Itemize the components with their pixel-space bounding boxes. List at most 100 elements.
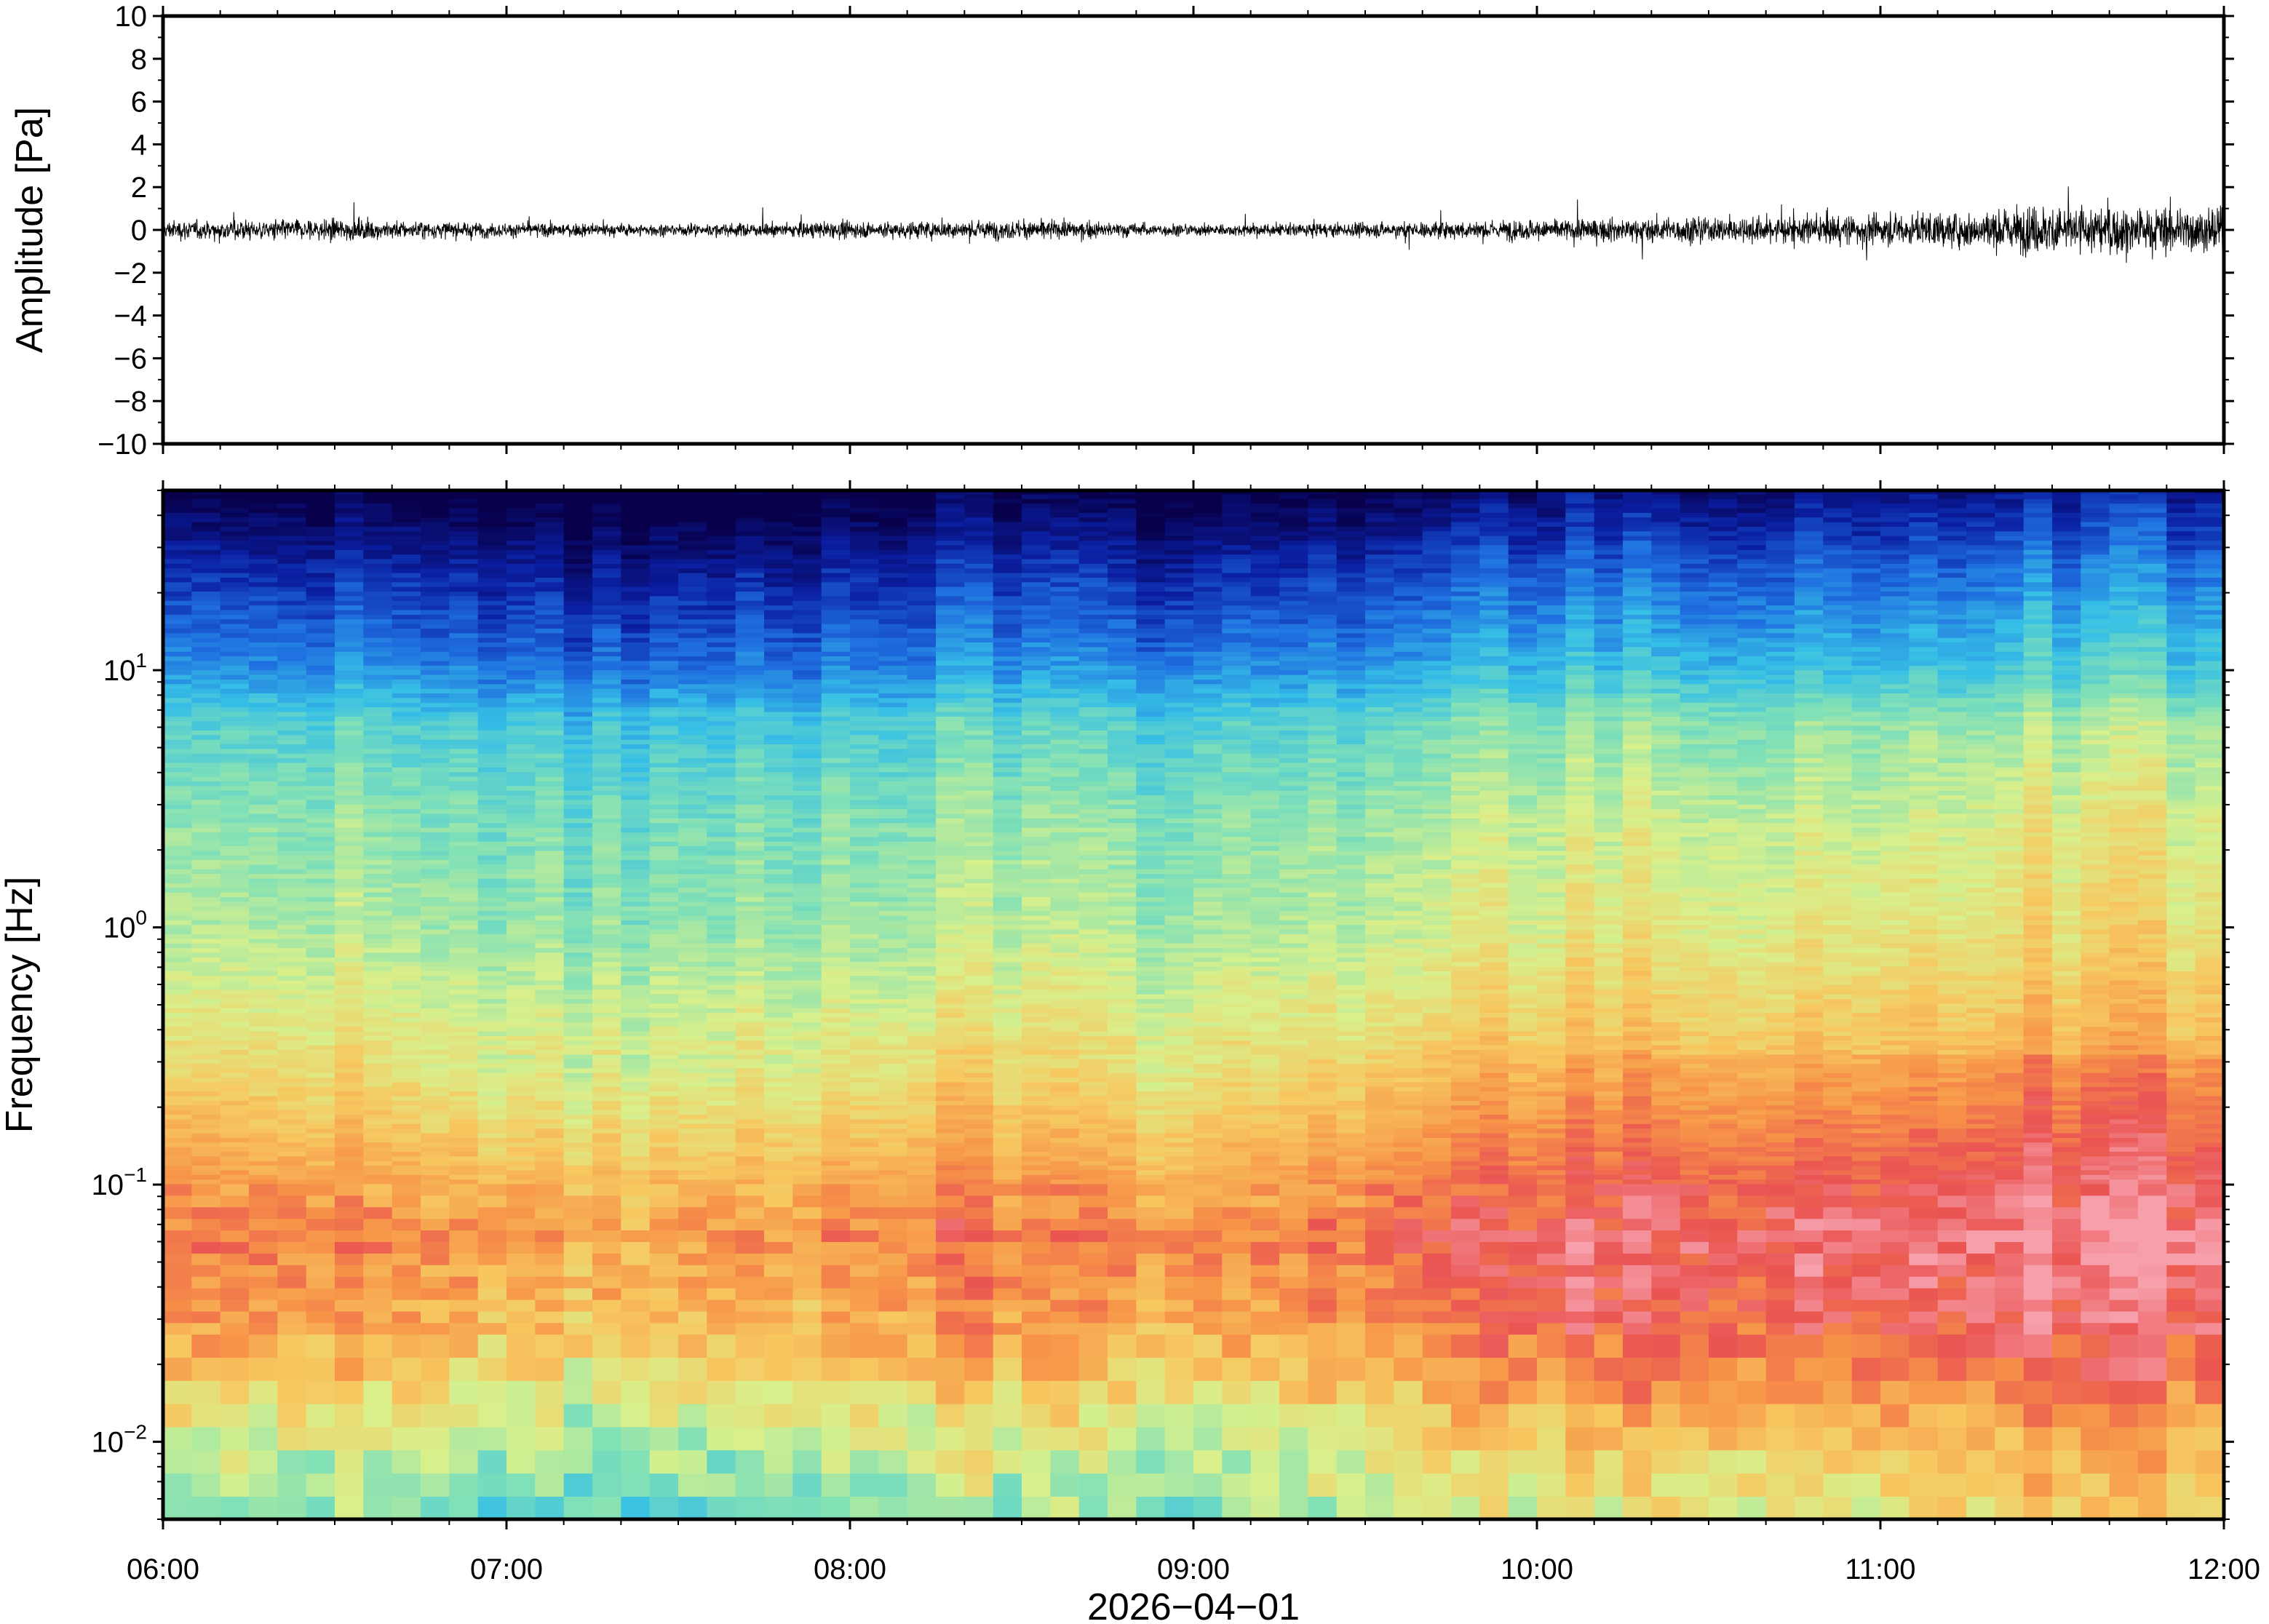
spectrogram-cell bbox=[764, 642, 794, 648]
spectrogram-cell bbox=[249, 789, 279, 795]
spectrogram-cell bbox=[477, 1253, 507, 1265]
spectrogram-cell bbox=[535, 975, 565, 981]
spectrogram-cell bbox=[821, 1035, 851, 1041]
spectrogram-cell bbox=[649, 530, 679, 536]
spectrogram-cell bbox=[220, 581, 250, 587]
spectrogram-cell bbox=[964, 989, 994, 995]
spectrogram-cell bbox=[306, 1012, 335, 1018]
spectrogram-cell bbox=[249, 632, 279, 638]
spectrogram-cell bbox=[764, 1091, 794, 1096]
spectrogram-cell bbox=[764, 1473, 794, 1497]
spectrogram-cell bbox=[220, 646, 250, 652]
spectrogram-cell bbox=[421, 873, 450, 879]
spectrogram-cell bbox=[936, 493, 966, 499]
spectrogram-cell bbox=[821, 905, 851, 912]
spectrogram-cell bbox=[821, 628, 851, 634]
spectrogram-cell bbox=[792, 1322, 822, 1335]
spectrogram-cell bbox=[878, 877, 908, 883]
spectrogram-cell bbox=[649, 1040, 679, 1046]
spectrogram-cell bbox=[563, 942, 593, 948]
spectrogram-cell bbox=[621, 827, 651, 832]
spectrogram-cell bbox=[621, 1072, 651, 1078]
spectrogram-cell bbox=[792, 905, 822, 912]
spectrogram-cell bbox=[621, 1012, 651, 1018]
spectrogram-cell bbox=[477, 934, 507, 939]
spectrogram-cell bbox=[220, 952, 250, 958]
spectrogram-cell bbox=[306, 595, 335, 601]
spectrogram-cell bbox=[363, 822, 393, 828]
spectrogram-cell bbox=[477, 674, 507, 680]
spectrogram-cell bbox=[563, 795, 593, 800]
spectrogram-cell bbox=[878, 1179, 908, 1185]
spectrogram-cell bbox=[563, 493, 593, 499]
spectrogram-cell bbox=[220, 808, 250, 814]
spectrogram-cell bbox=[792, 1146, 822, 1152]
spectrogram-cell bbox=[477, 581, 507, 587]
spectrogram-cell bbox=[764, 1137, 794, 1143]
spectrogram-cell bbox=[592, 674, 622, 680]
spectrogram-cell bbox=[449, 701, 479, 708]
spectrogram-cell bbox=[907, 1044, 937, 1050]
spectrogram-cell bbox=[878, 984, 908, 990]
spectrogram-cell bbox=[621, 544, 651, 550]
spectrogram-cell bbox=[335, 1114, 365, 1120]
spectrogram-cell bbox=[792, 595, 822, 601]
spectrogram-cell bbox=[764, 813, 794, 819]
spectrogram-cell bbox=[421, 938, 450, 944]
spectrogram-cell bbox=[249, 854, 279, 861]
spectrogram-cell bbox=[506, 1003, 536, 1008]
spectrogram-cell bbox=[563, 896, 593, 902]
spectrogram-cell bbox=[506, 1063, 536, 1069]
spectrogram-cell bbox=[363, 1230, 393, 1242]
spectrogram-cell bbox=[220, 896, 250, 902]
spectrogram-cell bbox=[306, 530, 335, 536]
spectrogram-cell bbox=[792, 1012, 822, 1018]
spectrogram-cell bbox=[421, 1473, 450, 1497]
spectrogram-cell bbox=[477, 840, 507, 846]
spectrogram-cell bbox=[306, 674, 335, 680]
spectrogram-cell bbox=[306, 1287, 335, 1300]
spectrogram-cell bbox=[907, 859, 937, 865]
spectrogram-cell bbox=[878, 859, 908, 865]
spectrogram-cell bbox=[563, 632, 593, 638]
spectrogram-cell bbox=[535, 752, 565, 759]
spectrogram-cell bbox=[792, 803, 822, 810]
spectrogram-cell bbox=[707, 581, 736, 587]
spectrogram-cell bbox=[936, 836, 966, 842]
spectrogram-cell bbox=[277, 1322, 307, 1335]
spectrogram-cell bbox=[592, 1128, 622, 1134]
spectrogram-cell bbox=[764, 517, 794, 522]
spectrogram-cell bbox=[191, 1473, 221, 1497]
spectrogram-cell bbox=[964, 1091, 994, 1096]
spectrogram-cell bbox=[392, 883, 421, 888]
spectrogram-cell bbox=[907, 1165, 937, 1171]
spectrogram-cell bbox=[735, 716, 765, 722]
spectrogram-cell bbox=[907, 1003, 937, 1008]
spectrogram-cell bbox=[249, 827, 279, 832]
spectrogram-cell bbox=[707, 1035, 736, 1041]
spectrogram-cell bbox=[449, 799, 479, 805]
spectrogram-cell bbox=[649, 998, 679, 1004]
spectrogram-cell bbox=[878, 1072, 908, 1078]
spectrogram-cell bbox=[535, 934, 565, 939]
spectrogram-cell bbox=[936, 1114, 966, 1120]
spectrogram-cell bbox=[392, 568, 421, 573]
spectrogram-cell bbox=[878, 854, 908, 861]
spectrogram-cell bbox=[449, 822, 479, 828]
spectrogram-cell bbox=[335, 669, 365, 675]
spectrogram-cell bbox=[335, 1230, 365, 1242]
spectrogram-cell bbox=[477, 632, 507, 638]
spectrogram-cell bbox=[306, 924, 335, 930]
spectrogram-cell bbox=[449, 887, 479, 893]
spectrogram-cell bbox=[907, 1132, 937, 1138]
spectrogram-cell bbox=[249, 877, 279, 883]
spectrogram-cell bbox=[649, 507, 679, 513]
spectrogram-cell bbox=[163, 512, 193, 518]
spectrogram-cell bbox=[878, 1155, 908, 1161]
spectrogram-cell bbox=[649, 956, 679, 963]
spectrogram-cell bbox=[163, 544, 193, 550]
spectrogram-cell bbox=[735, 767, 765, 773]
spectrogram-cell bbox=[363, 572, 393, 578]
spectrogram-cell bbox=[936, 535, 966, 541]
spectrogram-cell bbox=[306, 739, 335, 744]
